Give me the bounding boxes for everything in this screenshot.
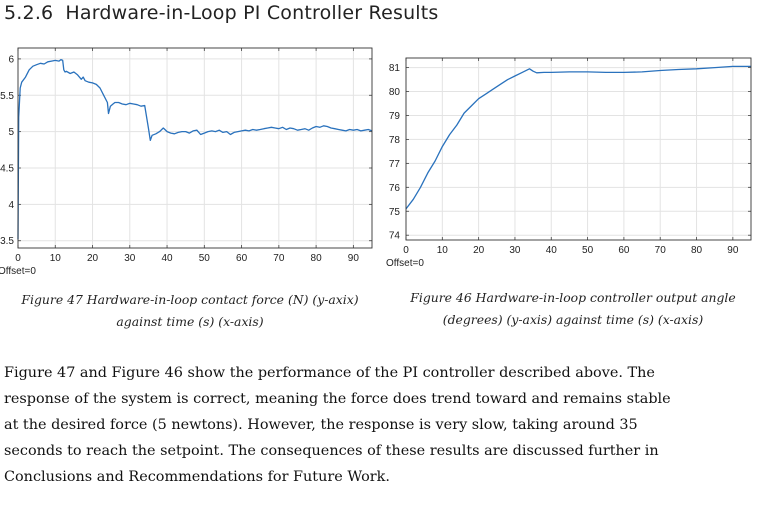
plot-area <box>18 48 372 248</box>
y-tick-label: 78 <box>389 135 401 146</box>
section-number: 5.2.6 <box>4 2 54 24</box>
x-tick-label: 0 <box>15 253 21 264</box>
plot-frame <box>405 57 752 241</box>
figure-46-caption: Figure 46 Hardware-in-loop controller ou… <box>383 287 763 331</box>
x-tick-label: 10 <box>50 253 62 264</box>
x-tick-label: 80 <box>311 253 323 264</box>
y-tick-label: 81 <box>389 63 401 74</box>
x-tick-label: 60 <box>236 253 248 264</box>
figure-46-caption-line-2: (degrees) (y-axis) against time (s) (x-a… <box>442 312 704 327</box>
y-tick-label: 80 <box>389 87 401 98</box>
plot-area <box>406 58 751 240</box>
x-tick-label: 40 <box>546 245 558 256</box>
y-tick-label: 77 <box>389 159 401 170</box>
y-tick-label: 5.5 <box>0 91 14 102</box>
y-tick-label: 5 <box>8 127 14 138</box>
x-tick-label: 90 <box>348 253 360 264</box>
contact-force-chart: 0 10 20 30 40 50 60 70 80 90 3.5 4 4.5 5 5.5 6 Offset=0 <box>0 47 373 277</box>
paragraph-line: seconds to reach the setpoint. The conse… <box>4 443 659 459</box>
controller-output-angle-chart: 0 10 20 30 40 50 60 70 80 90 74 75 76 77 78 79 80 81 Offse… <box>386 57 752 269</box>
x-tick-label: 60 <box>618 245 630 256</box>
x-tick-label: 70 <box>273 253 285 264</box>
x-tick-label: 90 <box>727 245 739 256</box>
data-series-line <box>17 58 373 240</box>
x-tick-label: 20 <box>87 253 99 264</box>
y-tick-label: 74 <box>389 231 401 242</box>
section-title: Hardware-in-Loop PI Controller Results <box>65 2 439 24</box>
x-tick-label: 30 <box>124 253 136 264</box>
x-tick-label: 0 <box>403 245 409 256</box>
x-tick-label: 70 <box>655 245 667 256</box>
y-tick-label: 6 <box>8 54 14 65</box>
figure-47-caption: Figure 47 Hardware-in-loop contact force… <box>0 289 380 333</box>
plot-frame <box>17 47 373 249</box>
y-tick-label: 4.5 <box>0 164 14 175</box>
figure-46-caption-line-1: Figure 46 Hardware-in-loop controller ou… <box>410 290 736 305</box>
paragraph-line: Conclusions and Recommendations for Futu… <box>4 469 390 485</box>
y-tick-label: 4 <box>8 200 14 211</box>
figure-47-caption-line-1: Figure 47 Hardware-in-loop contact force… <box>21 292 359 307</box>
x-tick-label: 10 <box>437 245 449 256</box>
x-tick-label: 80 <box>691 245 703 256</box>
x-tick-label: 50 <box>199 253 211 264</box>
section-heading: 5.2.6 Hardware-in-Loop PI Controller Resu… <box>4 2 439 24</box>
data-series-line <box>405 65 751 210</box>
paragraph-line: response of the system is correct, meani… <box>4 391 671 407</box>
paragraph-line: at the desired force (5 newtons). Howeve… <box>4 417 638 433</box>
offset-label: Offset=0 <box>0 266 36 277</box>
figure-47-caption-line-2: against time (s) (x-axis) <box>116 314 264 329</box>
x-tick-label: 40 <box>161 253 173 264</box>
paragraph-line: Figure 47 and Figure 46 show the perform… <box>4 365 655 381</box>
y-tick-label: 79 <box>389 111 401 122</box>
results-paragraph: Figure 47 and Figure 46 show the perform… <box>4 360 756 490</box>
offset-label: Offset=0 <box>386 258 424 269</box>
y-tick-label: 75 <box>389 207 401 218</box>
x-tick-label: 20 <box>473 245 485 256</box>
x-tick-label: 50 <box>582 245 594 256</box>
x-tick-label: 30 <box>509 245 521 256</box>
y-tick-label: 76 <box>389 183 401 194</box>
y-tick-label: 3.5 <box>0 236 14 247</box>
